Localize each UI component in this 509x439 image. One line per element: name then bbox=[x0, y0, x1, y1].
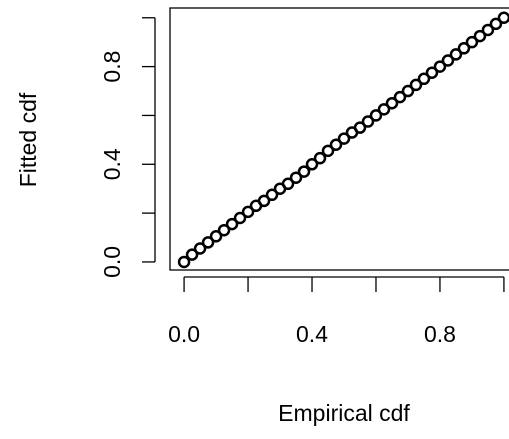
point bbox=[361, 115, 375, 128]
point bbox=[465, 35, 479, 49]
point bbox=[201, 236, 215, 249]
point bbox=[185, 248, 199, 261]
y-tick-label: 0.4 bbox=[99, 148, 125, 180]
point bbox=[377, 103, 391, 116]
point bbox=[177, 255, 191, 269]
point bbox=[473, 29, 487, 43]
x-tick-label: 0.0 bbox=[168, 321, 200, 347]
point bbox=[297, 165, 311, 178]
y-tick-label: 0.8 bbox=[99, 51, 125, 83]
point bbox=[433, 60, 447, 73]
plot-box bbox=[169, 7, 509, 271]
point bbox=[385, 96, 399, 110]
point bbox=[449, 48, 463, 61]
point bbox=[209, 230, 223, 243]
point bbox=[457, 42, 471, 55]
point bbox=[321, 144, 335, 158]
point bbox=[233, 211, 247, 225]
y-tick-label: 0.0 bbox=[99, 246, 125, 278]
x-tick-label: 0.8 bbox=[424, 321, 456, 347]
point bbox=[441, 54, 455, 67]
y-axis-label: Fitted cdf bbox=[15, 92, 41, 187]
point bbox=[497, 11, 509, 25]
point bbox=[353, 121, 367, 134]
point bbox=[329, 138, 343, 151]
point bbox=[265, 188, 279, 202]
point bbox=[281, 177, 295, 191]
point bbox=[369, 109, 383, 122]
point bbox=[305, 158, 319, 171]
x-axis-label: Empirical cdf bbox=[278, 400, 410, 426]
point bbox=[241, 205, 255, 219]
point bbox=[257, 194, 271, 208]
point bbox=[225, 217, 239, 231]
point bbox=[193, 242, 207, 255]
x-tick-label: 0.4 bbox=[296, 321, 328, 347]
point bbox=[401, 84, 415, 98]
point bbox=[481, 23, 495, 37]
point bbox=[489, 17, 503, 31]
point bbox=[289, 171, 303, 184]
point bbox=[313, 151, 327, 165]
point bbox=[217, 223, 231, 237]
point bbox=[417, 72, 431, 86]
point bbox=[409, 78, 423, 92]
point bbox=[425, 66, 439, 79]
point bbox=[393, 90, 407, 104]
point bbox=[337, 132, 351, 145]
